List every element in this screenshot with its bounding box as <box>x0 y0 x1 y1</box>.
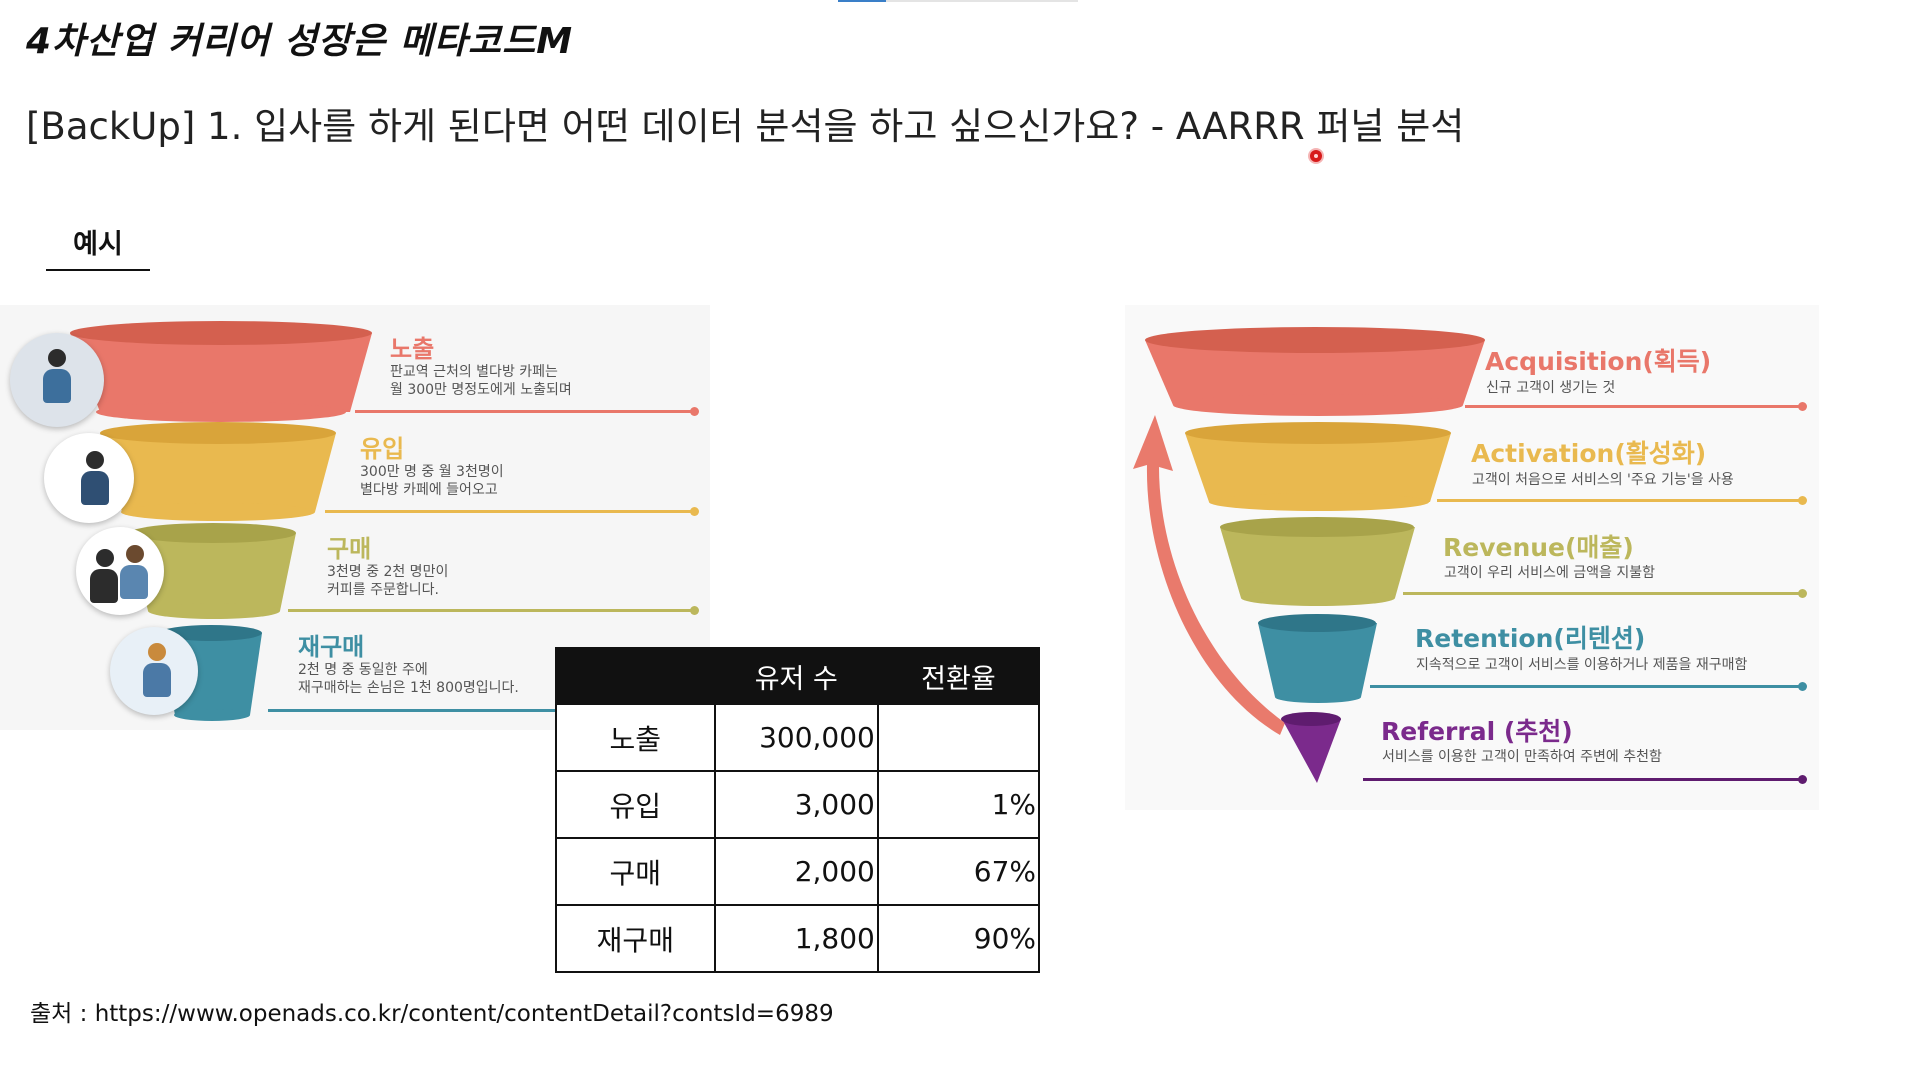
row-users: 1,800 <box>713 904 879 973</box>
r-funnel-stage-2-body <box>1185 433 1451 502</box>
r-funnel-stage-4-bottom <box>1275 691 1361 703</box>
left-stage-4-desc: 2천 명 중 동일한 주에 재구매하는 손님은 1천 800명입니다. <box>298 662 519 696</box>
avatar-customers <box>76 527 164 615</box>
right-stage-5-desc: 서비스를 이용한 고객이 만족하여 주변에 추천함 <box>1382 749 1662 765</box>
row-rate: 67% <box>876 837 1041 906</box>
right-stage-2-line <box>1437 496 1807 505</box>
brand-title: 4차산업 커리어 성장은 메타코드M <box>26 21 574 62</box>
right-funnel-graphic <box>1133 327 1485 783</box>
funnel-stage-3-rim <box>130 523 296 543</box>
table-row: 재구매 1,800 90% <box>555 904 1041 973</box>
left-stage-2-desc: 300만 명 중 월 3천명이 별다방 카페에 들어오고 <box>360 464 504 498</box>
right-stage-3-desc: 고객이 우리 서비스에 금액을 지불함 <box>1444 565 1655 581</box>
r-funnel-stage-5-rim <box>1281 712 1341 726</box>
r-funnel-stage-3-bottom <box>1241 590 1395 606</box>
row-users: 3,000 <box>713 770 879 839</box>
top-progress-line <box>838 0 1078 2</box>
r-funnel-stage-2-bottom <box>1209 493 1429 511</box>
table-row: 유입 3,000 1% <box>555 770 1041 839</box>
left-stage-2-line <box>325 507 699 516</box>
avatar-repeat-customer <box>110 627 198 715</box>
row-users: 2,000 <box>713 837 879 906</box>
row-rate <box>876 703 1041 772</box>
row-users: 300,000 <box>713 703 879 772</box>
r-funnel-stage-4-rim <box>1258 614 1376 632</box>
row-label: 유입 <box>555 770 716 839</box>
table-header-users: 유저 수 <box>713 647 879 705</box>
r-funnel-stage-1-rim <box>1145 327 1485 353</box>
funnel-stage-1-body <box>70 333 372 412</box>
table-row: 노출 300,000 <box>555 703 1041 772</box>
right-stage-4-line <box>1370 682 1807 691</box>
row-rate: 90% <box>876 904 1041 973</box>
funnel-stage-1-bottom <box>96 402 346 422</box>
funnel-stage-4-bottom <box>174 709 250 721</box>
page-title: [BackUp] 1. 입사를 하게 된다면 어떤 데이터 분석을 하고 싶으신… <box>26 105 1465 148</box>
left-stage-3-title: 구매 <box>327 535 372 563</box>
table-header-blank <box>555 647 716 705</box>
r-funnel-stage-1-bottom <box>1173 394 1463 416</box>
laser-pointer-icon <box>1310 150 1322 162</box>
section-label: 예시 <box>46 222 150 271</box>
funnel-stage-2-bottom <box>121 503 315 521</box>
right-stage-2-title: Activation(활성화) <box>1471 439 1707 468</box>
r-funnel-stage-1-body <box>1145 340 1485 405</box>
funnel-stage-3-bottom <box>148 603 280 619</box>
funnel-metrics-table: 유저 수 전환율 노출 300,000 유입 3,000 1% 구매 2,000… <box>555 647 1041 973</box>
right-funnel-panel: Acquisition(획득) 신규 고객이 생기는 것 Activation(… <box>1125 305 1819 810</box>
row-label: 재구매 <box>555 904 716 973</box>
left-stage-1-desc: 판교역 근처의 별다방 카페는 월 300만 명정도에게 노출되며 <box>390 364 572 398</box>
table-header-rate: 전환율 <box>876 647 1041 705</box>
right-stage-4-desc: 지속적으로 고객이 서비스를 이용하거나 제품을 재구매함 <box>1416 657 1748 673</box>
right-stage-4-title: Retention(리텐션) <box>1415 624 1646 653</box>
left-stage-1-title: 노출 <box>390 335 435 363</box>
funnel-stage-3-body <box>130 533 296 611</box>
left-stage-3-line <box>288 606 699 615</box>
left-stage-4-line <box>268 709 558 712</box>
table-row: 구매 2,000 67% <box>555 837 1041 906</box>
right-stage-1-line <box>1465 402 1807 411</box>
r-funnel-stage-5-body <box>1282 719 1341 783</box>
funnel-stage-4-rim <box>160 625 262 641</box>
right-stage-5-title: Referral (추천) <box>1381 717 1573 746</box>
r-funnel-stage-2-rim <box>1185 422 1451 444</box>
r-funnel-stage-3-body <box>1220 527 1415 598</box>
row-rate: 1% <box>876 770 1041 839</box>
source-citation: 출처 : https://www.openads.co.kr/content/c… <box>30 1001 834 1027</box>
avatar-coffee-visitor <box>44 433 134 523</box>
left-stage-2-title: 유입 <box>360 435 405 463</box>
row-label: 노출 <box>555 703 716 772</box>
row-label: 구매 <box>555 837 716 906</box>
right-stage-1-title: Acquisition(획득) <box>1485 347 1712 376</box>
right-stage-3-title: Revenue(매출) <box>1443 533 1634 562</box>
left-funnel-panel: 노출 판교역 근처의 별다방 카페는 월 300만 명정도에게 노출되며 유입 … <box>0 305 710 730</box>
r-funnel-stage-3-rim <box>1220 517 1414 537</box>
r-funnel-stage-4-body <box>1258 623 1377 697</box>
right-stage-1-desc: 신규 고객이 생기는 것 <box>1486 380 1616 396</box>
left-funnel-graphic <box>70 321 372 721</box>
funnel-stage-1-rim <box>70 321 372 345</box>
left-stage-4-title: 재구매 <box>298 633 365 661</box>
referral-arrow-icon <box>1133 415 1285 735</box>
right-stage-2-desc: 고객이 처음으로 서비스의 '주요 기능'을 사용 <box>1472 472 1734 488</box>
funnel-stage-2-rim <box>100 422 336 444</box>
funnel-stage-2-body <box>100 433 336 512</box>
avatar-barista <box>10 333 104 427</box>
left-stage-1-line <box>355 407 699 416</box>
table-header-row: 유저 수 전환율 <box>555 647 1041 705</box>
right-stage-3-line <box>1403 589 1807 598</box>
right-stage-5-line <box>1363 775 1807 784</box>
left-stage-3-desc: 3천명 중 2천 명만이 커피를 주문합니다. <box>327 564 449 598</box>
